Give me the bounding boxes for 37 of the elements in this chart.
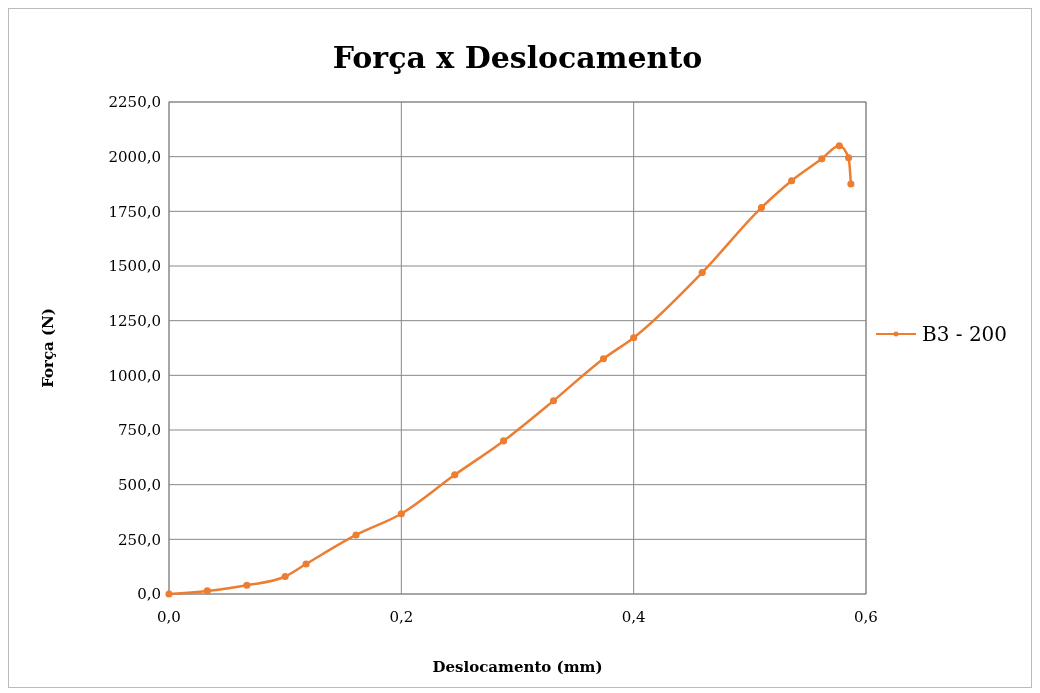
y-tick-label: 2000,0 (108, 147, 161, 166)
point (397, 510, 405, 518)
y-tick-label: 1750,0 (108, 202, 161, 221)
x-tick-label: 0,4 (621, 608, 646, 626)
chart-title: Força x Deslocamento (332, 40, 703, 75)
point (302, 560, 310, 568)
y-axis-title: Força (N) (39, 308, 57, 388)
legend-label: B3 - 200 (922, 322, 1008, 346)
y-tick-label: 1250,0 (108, 311, 161, 330)
y-tick-label: 750,0 (118, 421, 161, 440)
point (845, 154, 853, 162)
y-tick-label: 0,0 (137, 585, 161, 604)
point (818, 155, 826, 163)
y-tick-label: 500,0 (118, 475, 161, 494)
point (451, 471, 459, 479)
point (165, 590, 173, 598)
y-tick-label: 250,0 (118, 530, 161, 549)
point (835, 142, 843, 150)
point (788, 177, 796, 185)
x-tick-label: 0,2 (389, 608, 414, 626)
x-tick-label: 0,6 (854, 608, 878, 626)
point (203, 587, 211, 595)
point (847, 180, 855, 188)
y-tick-label: 1500,0 (108, 257, 161, 276)
point (630, 334, 638, 342)
y-tick-label: 1000,0 (108, 366, 161, 385)
point (499, 437, 508, 445)
x-tick-label: 0,0 (157, 608, 181, 626)
point (352, 531, 360, 539)
point (281, 572, 289, 581)
point (549, 397, 558, 405)
point (243, 581, 251, 589)
point (698, 269, 706, 277)
x-axis-title: Deslocamento (mm) (432, 658, 603, 676)
point (757, 204, 766, 212)
point (599, 355, 608, 363)
y-tick-label: 2250,0 (108, 93, 161, 112)
